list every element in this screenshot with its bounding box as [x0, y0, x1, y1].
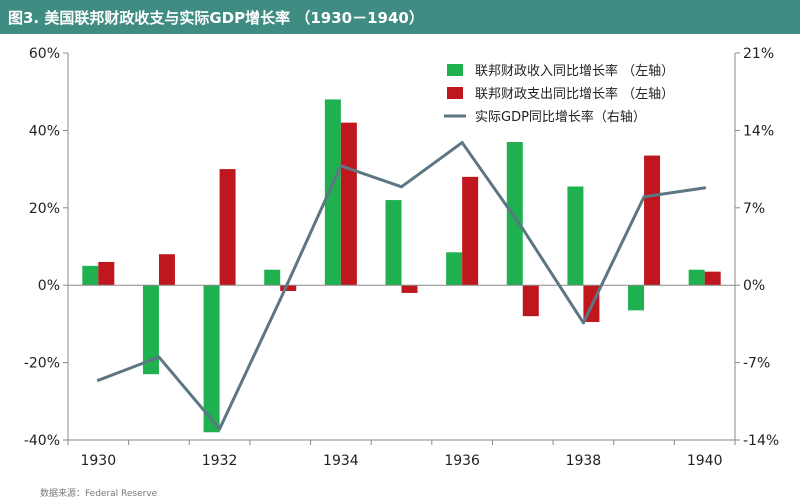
gdp-point: [521, 227, 525, 231]
expenditure-bar: [280, 285, 297, 292]
revenue-bar: [688, 269, 705, 286]
right-tick-label: 21%: [743, 46, 774, 62]
gdp-point: [339, 164, 343, 168]
expenditure-bar: [158, 254, 175, 286]
gdp-point: [157, 355, 161, 359]
x-tick-label: 1936: [444, 453, 480, 469]
expenditure-bar: [704, 271, 721, 286]
revenue-bar: [628, 285, 645, 311]
revenue-bar: [324, 99, 341, 286]
expenditure-bar: [340, 122, 357, 286]
revenue-bar: [142, 285, 159, 375]
legend-swatch-revenue: [447, 64, 463, 76]
left-tick-label: 20%: [29, 201, 60, 217]
left-tick-label: -20%: [24, 356, 60, 372]
gdp-point: [400, 185, 403, 189]
right-tick-label: -14%: [743, 433, 779, 449]
left-tick-label: 60%: [29, 46, 60, 62]
expenditure-bar: [401, 285, 418, 293]
x-tick-label: 1932: [202, 453, 238, 469]
legend-label: 联邦财政收入同比增长率 （左轴）: [475, 63, 674, 79]
x-tick-label: 1930: [80, 453, 116, 469]
legend-label: 联邦财政支出同比增长率 （左轴）: [475, 86, 674, 102]
x-tick-label: 1938: [566, 453, 602, 469]
gdp-point: [581, 321, 585, 325]
left-tick-label: 0%: [38, 278, 60, 294]
right-axis-ticks: 21% 14% 7% 0% -7% -14%: [735, 46, 779, 449]
revenue-bar: [385, 200, 402, 286]
legend-swatch-expenditure: [447, 87, 463, 99]
expenditure-bar: [98, 261, 115, 286]
expenditure-bar: [219, 169, 236, 286]
revenue-bar: [82, 265, 99, 286]
bars-group: [82, 99, 721, 433]
revenue-bar: [446, 252, 463, 286]
legend-label: 实际GDP同比增长率（右轴）: [475, 109, 646, 125]
gdp-point: [218, 427, 222, 431]
x-tick-label: 1934: [323, 453, 359, 469]
revenue-bar: [567, 186, 584, 286]
right-tick-label: 0%: [743, 278, 765, 294]
gdp-line-group: [96, 141, 707, 431]
expenditure-bar: [522, 285, 539, 317]
expenditure-bar: [462, 176, 479, 286]
x-axis-ticks: 1930 1932 1934 1936 1938 1940: [67, 440, 736, 469]
gdp-point: [460, 141, 464, 145]
gdp-point: [278, 298, 282, 302]
legend: 联邦财政收入同比增长率 （左轴） 联邦财政支出同比增长率 （左轴） 实际GDP同比增…: [444, 63, 674, 125]
x-tick-label: 1940: [687, 453, 723, 469]
right-tick-label: -7%: [743, 356, 770, 372]
right-tick-label: 14%: [743, 123, 774, 139]
left-axis-ticks: 60% 40% 20% 0% -20% -40%: [24, 46, 68, 449]
revenue-bar: [264, 269, 281, 286]
gdp-point: [96, 378, 100, 382]
right-tick-label: 7%: [743, 201, 765, 217]
chart-title: 图3. 美国联邦财政收支与实际GDP增长率 （1930－1940）: [8, 9, 424, 27]
revenue-bar: [506, 142, 523, 286]
left-tick-label: 40%: [29, 123, 60, 139]
gdp-point: [703, 186, 707, 190]
left-tick-label: -40%: [24, 433, 60, 449]
source-note: 数据来源：Federal Reserve: [40, 489, 158, 499]
gdp-point: [642, 195, 646, 199]
expenditure-bar: [644, 155, 661, 286]
title-bar: 图3. 美国联邦财政收支与实际GDP增长率 （1930－1940）: [0, 0, 800, 34]
revenue-bar: [203, 285, 220, 433]
